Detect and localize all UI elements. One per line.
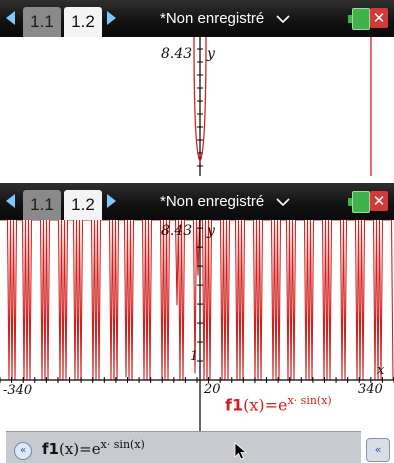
xmax-label: 340 bbox=[358, 382, 383, 397]
right-arrow-icon[interactable] bbox=[107, 11, 116, 25]
ymax-label: 8.43 bbox=[161, 223, 193, 239]
tab-bar: 1.1 1.2 *Non enregistré ✕ bbox=[0, 0, 394, 37]
x-axis-label: x bbox=[377, 363, 385, 378]
close-icon[interactable]: ✕ bbox=[370, 8, 388, 28]
right-arrow-icon[interactable] bbox=[107, 194, 116, 208]
expand-entry-icon[interactable]: « bbox=[366, 438, 390, 462]
function-exponent: x· sin(x) bbox=[287, 394, 332, 407]
y-axis-ticks bbox=[197, 227, 203, 362]
ymax-label: 8.43 bbox=[161, 46, 193, 62]
tab-1-2[interactable]: 1.2 bbox=[64, 190, 102, 220]
close-icon[interactable]: ✕ bbox=[370, 191, 388, 211]
left-arrow-icon[interactable] bbox=[6, 194, 15, 208]
y-axis-label: y bbox=[207, 46, 215, 62]
x-axis-ticks bbox=[0, 377, 394, 383]
tab-1-1[interactable]: 1.1 bbox=[23, 190, 61, 220]
battery-icon bbox=[348, 8, 370, 30]
graph-screen-bottom: 1.1 1.2 *Non enregistré ✕ 8.43 y 1 x -34… bbox=[0, 183, 394, 463]
document-title[interactable]: *Non enregistré bbox=[160, 8, 290, 30]
chevron-down-icon bbox=[276, 15, 290, 24]
graph-area[interactable] bbox=[0, 220, 394, 431]
xmin-label: -340 bbox=[3, 383, 33, 398]
curve-branch bbox=[193, 37, 207, 163]
function-label[interactable]: f1(x)=ex· sin(x) bbox=[225, 394, 332, 414]
mouse-cursor-icon bbox=[234, 442, 248, 460]
document-title-text: *Non enregistré bbox=[160, 193, 265, 210]
tab-1-2[interactable]: 1.2 bbox=[64, 7, 102, 37]
function-arg: (x)=e bbox=[243, 395, 288, 415]
left-arrow-icon[interactable] bbox=[6, 11, 15, 25]
screen-separator bbox=[0, 176, 394, 183]
entry-function-arg: (x)=e bbox=[58, 440, 101, 458]
function-curve bbox=[0, 220, 394, 381]
entry-line[interactable]: « f1(x)=ex· sin(x) bbox=[6, 431, 361, 463]
tab-1-1[interactable]: 1.1 bbox=[23, 7, 61, 37]
y-axis-label: y bbox=[207, 223, 215, 239]
function-name: f1 bbox=[225, 395, 244, 415]
entry-function-exponent: x· sin(x) bbox=[100, 438, 145, 451]
document-title[interactable]: *Non enregistré bbox=[160, 191, 290, 213]
curve-oscillation bbox=[0, 220, 394, 381]
tab-bar: 1.1 1.2 *Non enregistré ✕ bbox=[0, 183, 394, 220]
history-toggle-icon[interactable]: « bbox=[14, 442, 32, 460]
battery-icon bbox=[348, 191, 370, 213]
entry-expression[interactable]: f1(x)=ex· sin(x) bbox=[42, 438, 145, 458]
graph-area[interactable] bbox=[0, 37, 394, 176]
chevron-down-icon bbox=[276, 198, 290, 207]
x-scale-label: 20 bbox=[204, 382, 221, 397]
entry-function-name: f1 bbox=[42, 440, 59, 458]
function-curve bbox=[193, 37, 372, 176]
y-scale-label: 1 bbox=[190, 349, 199, 364]
graph-screen-top: 1.1 1.2 *Non enregistré ✕ 8.43 y bbox=[0, 0, 394, 176]
document-title-text: *Non enregistré bbox=[160, 10, 265, 27]
